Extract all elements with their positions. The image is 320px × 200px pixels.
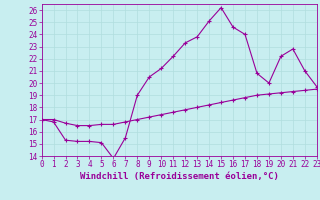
X-axis label: Windchill (Refroidissement éolien,°C): Windchill (Refroidissement éolien,°C) bbox=[80, 172, 279, 181]
